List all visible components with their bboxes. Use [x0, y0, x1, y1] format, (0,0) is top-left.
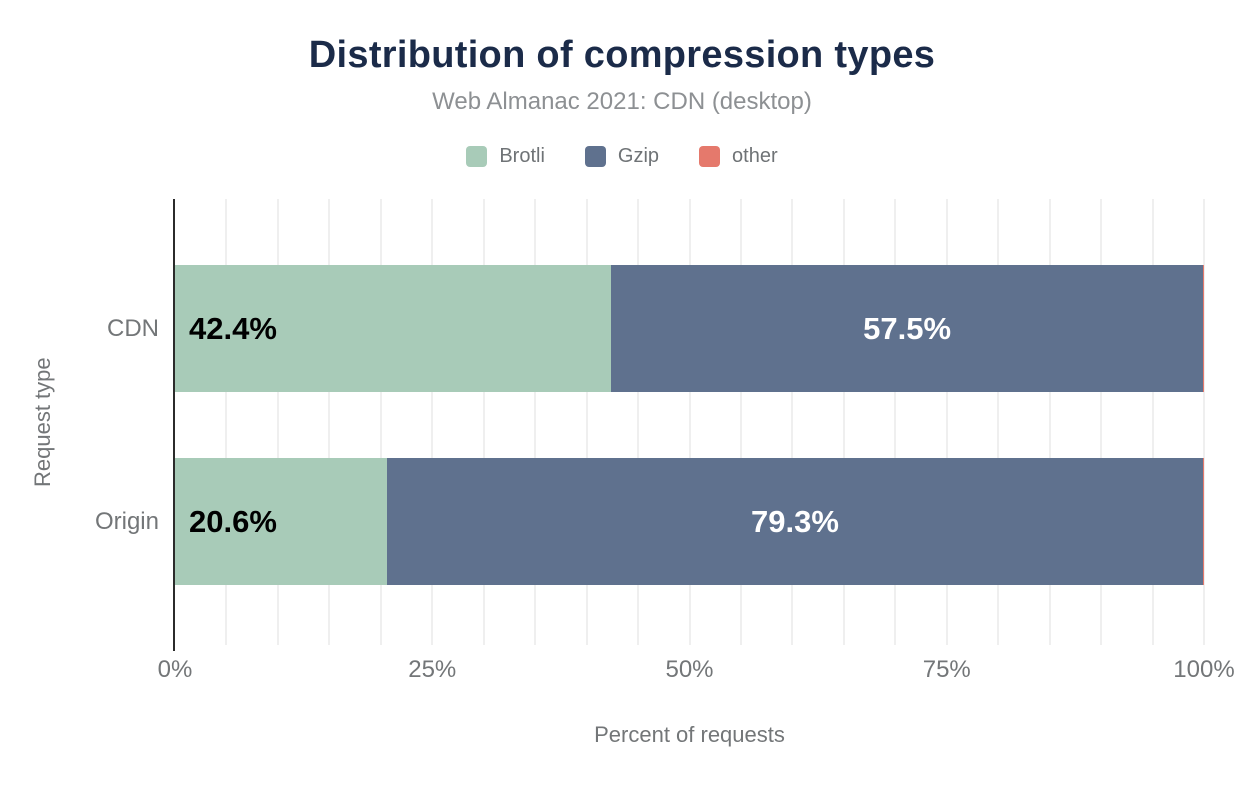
gridline: [585, 199, 588, 645]
gridline: [225, 199, 228, 645]
x-tick-75: 75%: [922, 656, 971, 683]
category-label-origin: Origin: [94, 507, 159, 535]
legend-item-other[interactable]: other: [699, 145, 778, 168]
bar-row-origin: Origin 20.6% 79.3%: [95, 458, 1204, 585]
y-axis-line: [173, 199, 175, 651]
gridline: [637, 199, 640, 645]
x-tick-100: 100%: [1173, 656, 1235, 683]
gridline: [997, 199, 1000, 645]
bar-segment-other[interactable]: [1202, 458, 1204, 585]
gridline: [379, 199, 382, 645]
data-label: 57.5%: [863, 310, 952, 346]
legend-label: other: [732, 145, 778, 167]
data-label: 42.4%: [189, 310, 277, 346]
bar-segment-other[interactable]: [1202, 265, 1204, 392]
bar-segment-brotli[interactable]: 42.4%: [175, 265, 612, 392]
gridline: [945, 199, 948, 645]
legend-item-brotli[interactable]: Brotli: [466, 145, 545, 168]
bar-segment-brotli[interactable]: 20.6%: [175, 458, 387, 585]
bar-segment-gzip[interactable]: 79.3%: [386, 458, 1203, 585]
gridline: [1203, 199, 1205, 645]
gridline: [276, 199, 279, 645]
legend-label: Gzip: [617, 145, 660, 167]
gridline: [791, 199, 794, 645]
legend-label: Brotli: [499, 145, 545, 167]
x-tick-50: 50%: [665, 656, 714, 683]
bar-segment-gzip[interactable]: 57.5%: [611, 265, 1203, 392]
gridline: [534, 199, 537, 645]
y-axis-title: Request type: [30, 357, 55, 487]
gridline: [482, 199, 485, 645]
gridline: [688, 199, 691, 645]
chart-title: Distribution of compression types: [308, 34, 936, 76]
plot-area: CDN 42.4% 57.5% Origin 20.6% 79.3%: [95, 199, 1205, 645]
x-axis-title: Percent of requests: [594, 722, 785, 747]
gridline: [1100, 199, 1103, 645]
gridline: [328, 199, 331, 645]
gridline: [739, 199, 742, 645]
legend-swatch-brotli: [466, 146, 488, 167]
x-tick-25: 25%: [408, 656, 457, 683]
gridline: [842, 199, 845, 645]
data-label: 79.3%: [751, 503, 839, 539]
gridline: [431, 199, 434, 645]
legend-item-gzip[interactable]: Gzip: [584, 145, 660, 168]
data-label: 20.6%: [189, 503, 277, 539]
gridline: [1048, 199, 1051, 645]
bar-row-cdn: CDN 42.4% 57.5%: [107, 265, 1204, 392]
gridline: [894, 199, 897, 645]
category-label-cdn: CDN: [107, 314, 159, 342]
x-axis-ticks: 0% 25% 50% 75% 100%: [158, 656, 1235, 686]
gridline: [1151, 199, 1154, 645]
chart-subtitle: Web Almanac 2021: CDN (desktop): [432, 88, 812, 115]
legend: Brotli Gzip other: [0, 145, 1244, 168]
x-tick-0: 0%: [157, 656, 193, 683]
legend-swatch-gzip: [584, 146, 606, 167]
legend-swatch-other: [699, 146, 721, 167]
